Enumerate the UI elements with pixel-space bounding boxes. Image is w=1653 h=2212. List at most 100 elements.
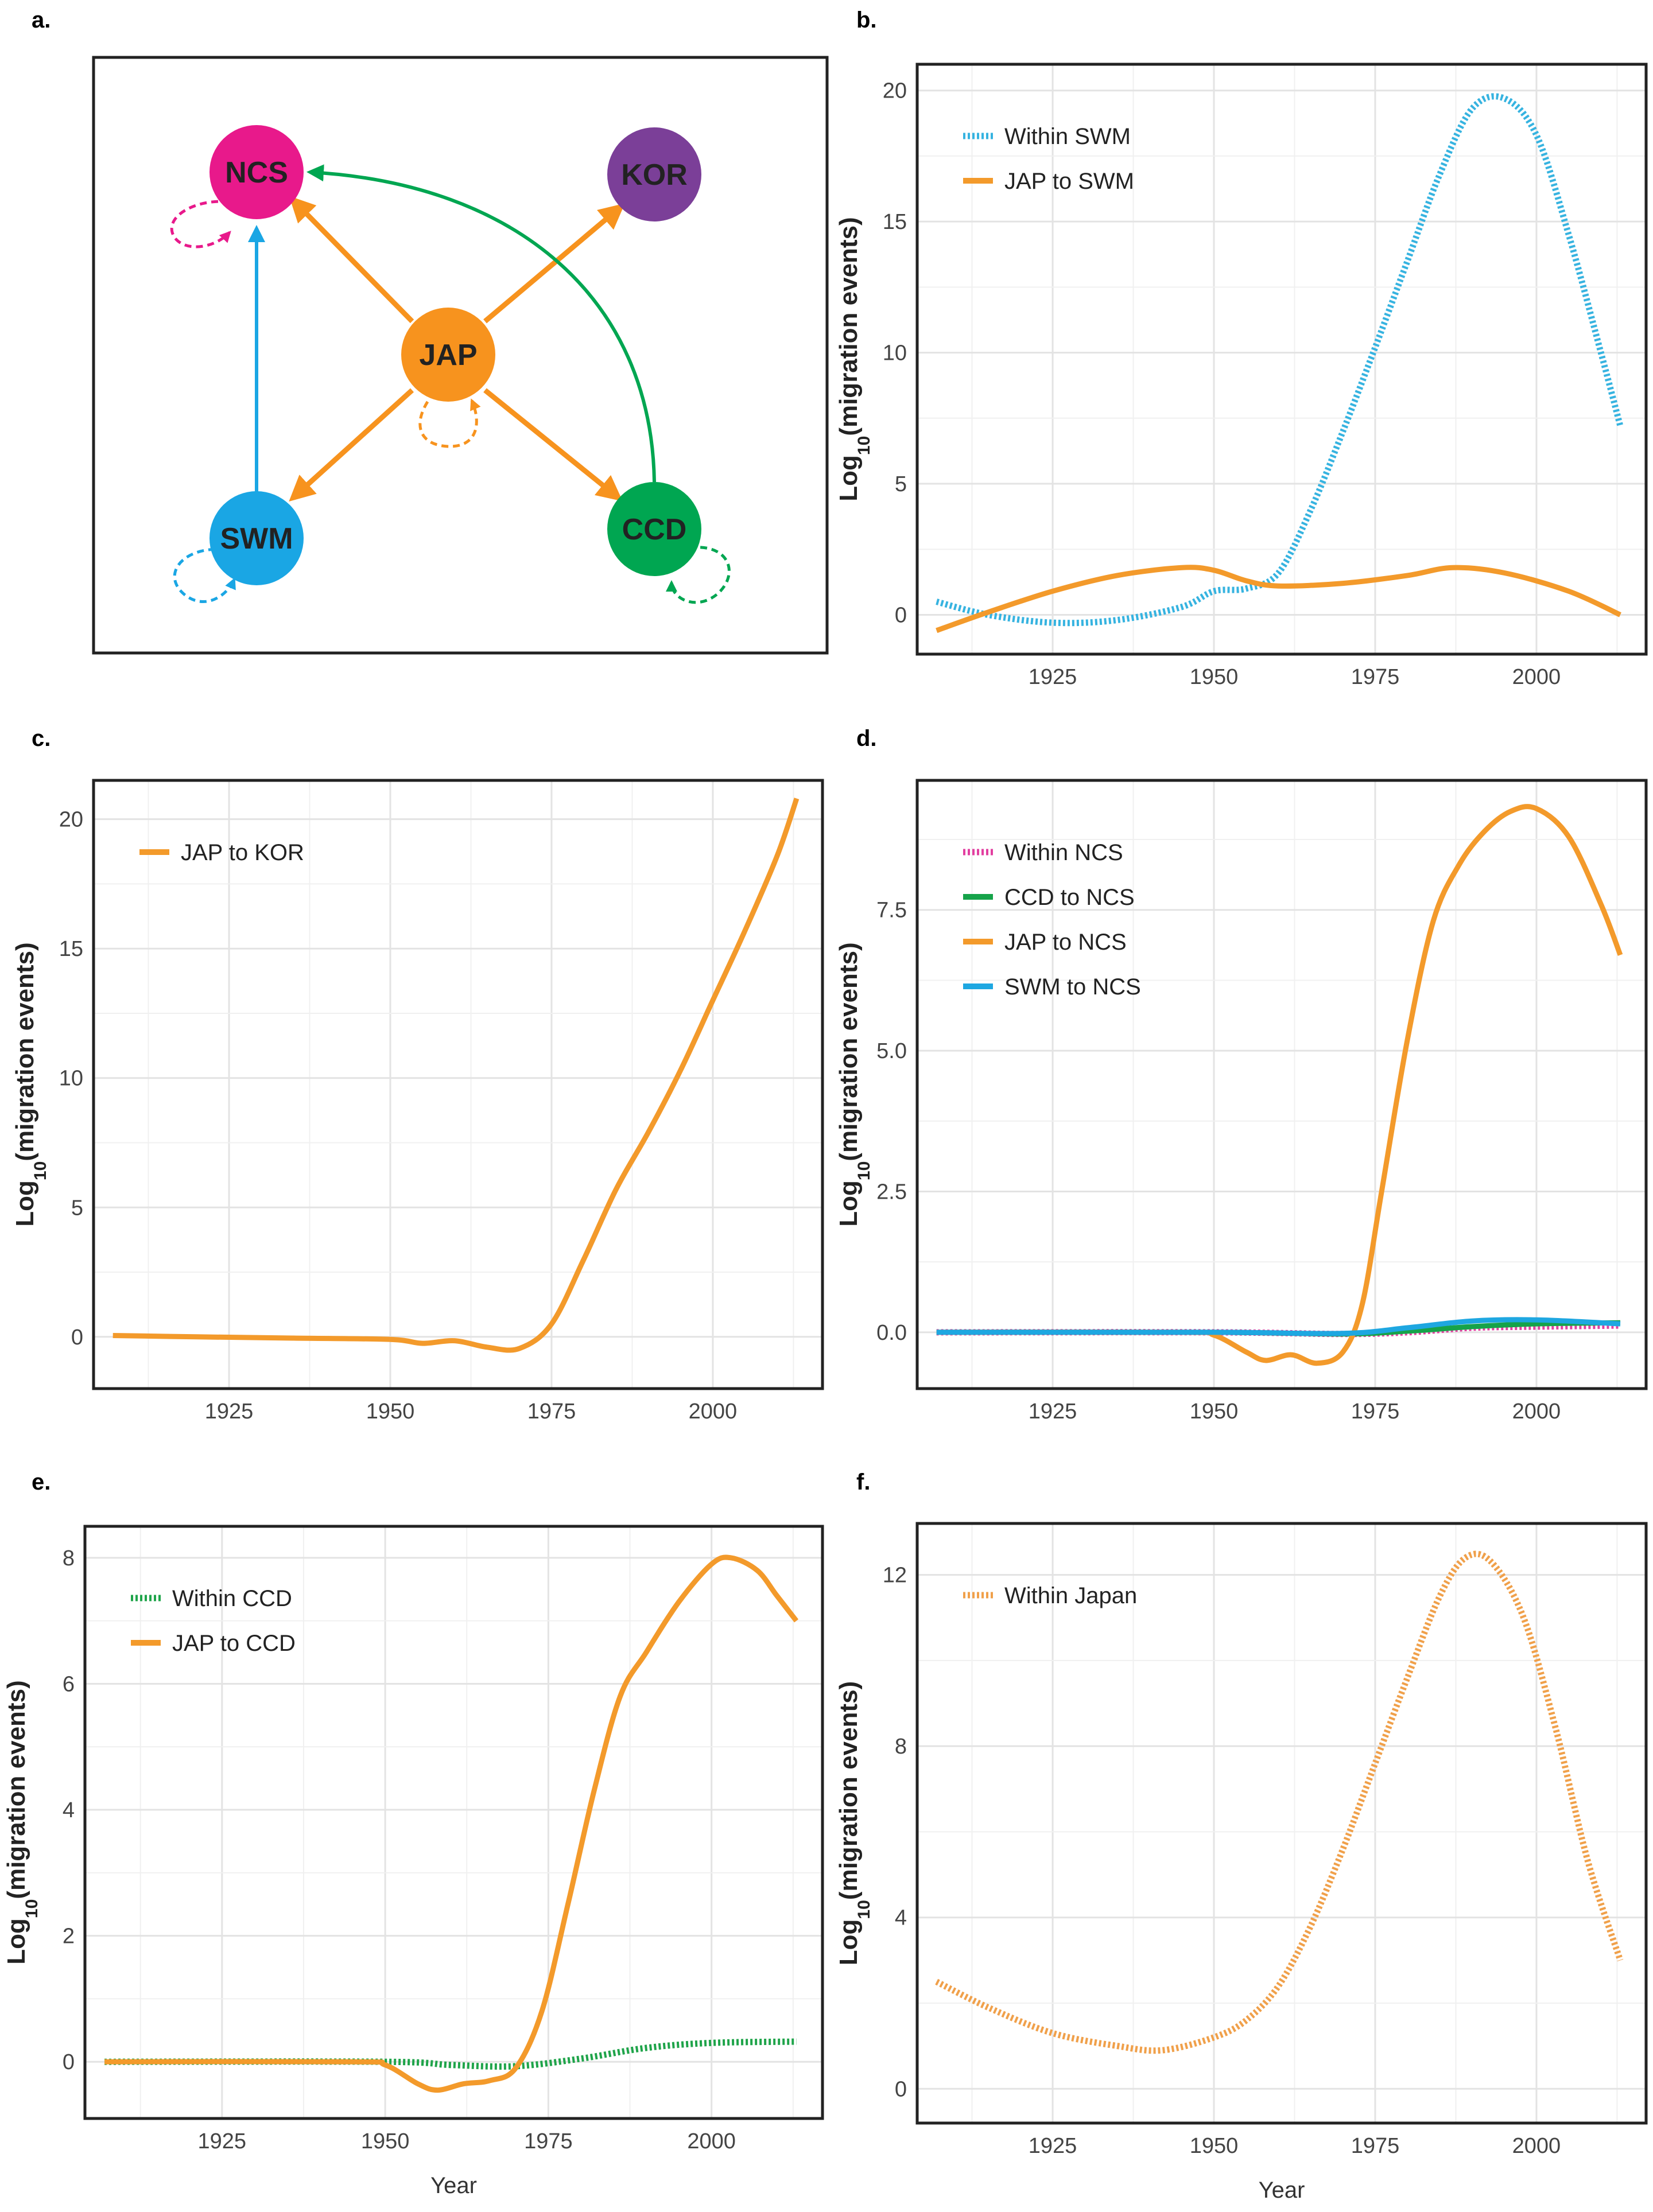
panel-letter-c: c. [32,726,51,751]
x-tick-label: 2000 [1512,1399,1561,1424]
y-tick-label: 5 [71,1196,83,1220]
y-tick-label: 5 [895,472,907,496]
loop-ncs [170,200,231,248]
x-tick-label: 1975 [1351,2134,1400,2158]
plot-frame [915,63,1648,656]
x-tick-label: 1975 [1351,1399,1400,1424]
y-axis-label-log: Log [2,1918,30,1965]
legend-label: CCD to NCS [1004,885,1135,910]
x-tick-label: 1925 [205,1399,254,1424]
y-axis-label: Log10(migration events) [2,1680,41,1964]
y-axis-label-log: Log [835,455,863,502]
y-tick-label: 6 [63,1672,75,1696]
series-line-swm-to-ncs [936,1317,1621,1336]
panel-letter-b: b. [856,7,877,33]
chart-panel-1: 1925 1950 1975 200005101520Log10(migration … [835,63,1648,689]
y-axis-label: Log10(migration events) [835,217,874,501]
y-tick-label: 5.0 [876,1039,907,1063]
y-tick-label: 7.5 [876,899,907,923]
x-tick-label: 1950 [1190,2134,1239,2158]
edge-ccd-to-ncs [306,164,656,483]
edge-jap-to-ncs [289,196,414,324]
plot-background [85,1526,822,2118]
series-line-within-swm [936,93,1624,627]
legend-label: Within CCD [172,1586,292,1611]
plot-background [917,64,1646,654]
x-tick-label: 1975 [527,1399,576,1424]
y-tick-label: 0 [63,2050,75,2074]
y-axis-label-sub: 10 [31,1161,50,1180]
series-line-jap-to-kor [112,798,800,1353]
node-jap: JAP [401,308,495,402]
x-axis-label: Year [1259,2178,1305,2203]
plot-frame [92,779,824,1390]
series-line-jap-to-swm [936,565,1621,633]
y-tick-label: 20 [883,79,907,103]
node-kor-label: KOR [621,158,688,192]
legend-label: JAP to CCD [172,1631,296,1656]
node-ncs-label: NCS [225,156,288,189]
x-tick-label: 1925 [1029,2134,1077,2158]
y-axis-label-rest: (migration events) [835,217,863,436]
y-axis-label: Log10(migration events) [835,1681,874,1965]
y-axis-label-log: Log [11,1180,39,1227]
node-kor-circle [607,127,701,221]
y-tick-label: 0 [895,2077,907,2101]
x-tick-label: 1975 [524,2129,573,2153]
y-axis-label-rest: (migration events) [2,1680,30,1899]
node-ccd-label: CCD [622,513,687,546]
y-tick-label: 15 [59,937,83,961]
legend-label: Within SWM [1004,124,1131,149]
x-tick-label: 1975 [1351,665,1400,689]
node-swm: SWM [209,491,304,585]
plot-frame [915,779,1648,1390]
y-tick-label: 0 [895,603,907,627]
node-ncs: NCS [209,125,304,219]
y-tick-label: 8 [895,1735,907,1759]
chart-panel-2: 1925 1950 1975 200005101520Log10(migration … [11,779,824,1424]
node-ccd-circle [607,482,701,576]
y-axis-label-sub: 10 [855,436,874,455]
x-tick-label: 1950 [361,2129,410,2153]
node-swm-circle [209,491,304,585]
x-tick-label: 2000 [1512,665,1561,689]
x-tick-label: 1925 [1029,1399,1077,1424]
y-axis-label-rest: (migration events) [835,1681,863,1900]
panel-letter-e: e. [32,1470,51,1495]
x-tick-label: 1950 [1190,665,1239,689]
series-line-within-japan [935,1550,1624,2054]
y-tick-label: 10 [883,341,907,366]
node-ncs-circle [209,125,304,219]
x-tick-label: 1925 [198,2129,247,2153]
node-jap-circle [401,308,495,402]
y-axis-label-sub: 10 [22,1899,41,1918]
node-swm-label: SWM [220,522,293,555]
y-axis-label-rest: (migration events) [835,942,863,1161]
x-axis-label: Year [430,2173,477,2198]
legend-label: SWM to NCS [1004,974,1141,1000]
legend-label: Within Japan [1004,1583,1137,1608]
series-line-jap-to-ccd [104,1554,799,2093]
y-axis-label-rest: (migration events) [11,942,39,1161]
edge-jap-to-swm [289,388,414,502]
y-tick-label: 4 [895,1906,907,1930]
y-axis-label-log: Log [835,1919,863,1966]
y-tick-label: 15 [883,210,907,234]
plot-frame [83,1525,824,2120]
legend-label: JAP to NCS [1004,930,1127,955]
y-tick-label: 0 [71,1325,83,1350]
y-axis-label-log: Log [835,1180,863,1227]
y-tick-label: 8 [63,1546,75,1570]
loop-jap [418,398,481,448]
panel-letter-a: a. [32,7,51,33]
x-tick-label: 2000 [1512,2134,1561,2158]
series-line-jap-to-ncs [936,804,1623,1366]
edge-jap-to-ccd [483,388,623,502]
node-jap-label: JAP [419,339,477,372]
node-kor: KOR [607,127,701,221]
y-tick-label: 0.0 [876,1321,907,1345]
panel-letter-f: f. [856,1470,870,1495]
y-tick-label: 4 [63,1798,75,1822]
y-tick-label: 2.5 [876,1180,907,1204]
